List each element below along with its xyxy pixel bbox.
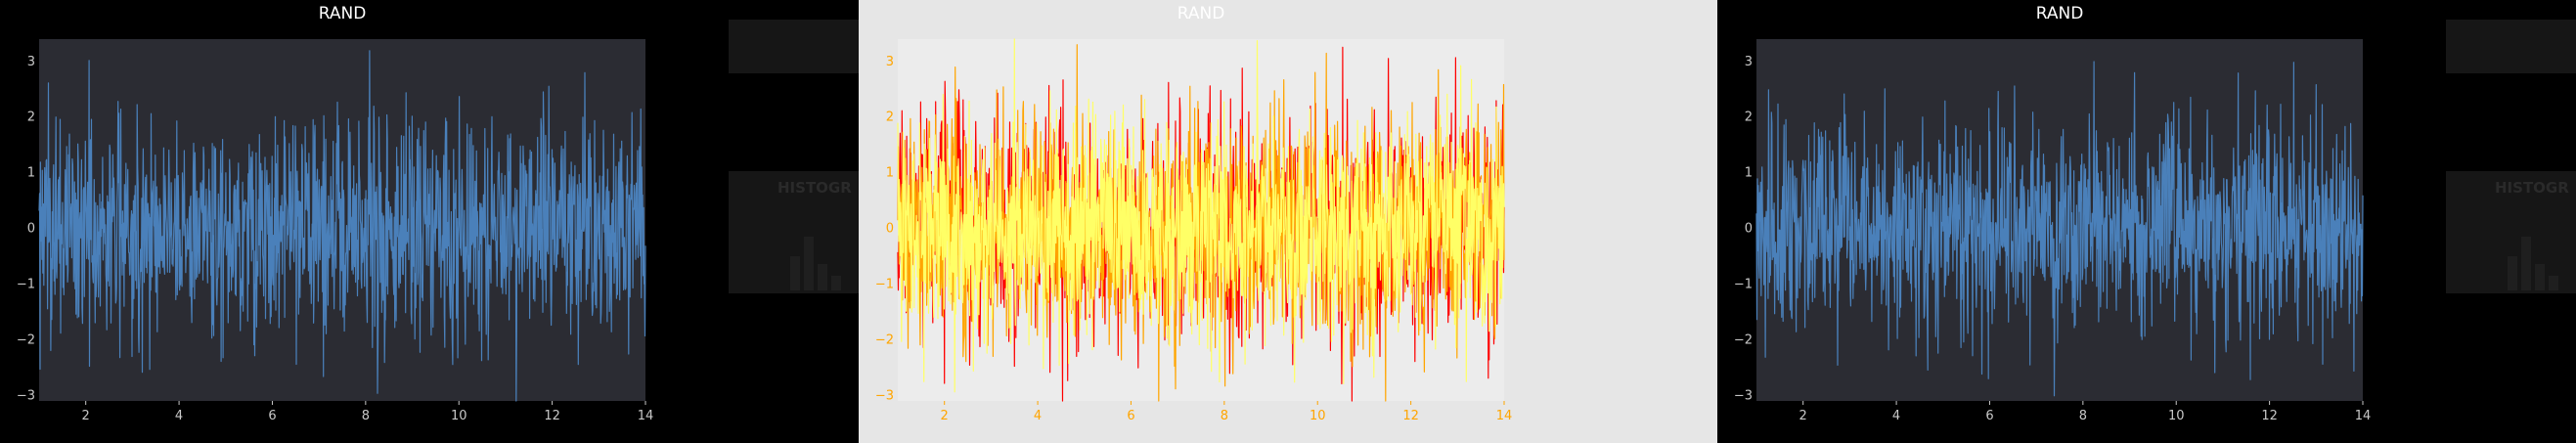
series-group: [1755, 61, 2364, 397]
x-tick-label: 12: [544, 409, 560, 423]
series-line-3: [897, 38, 1505, 393]
series-group: [897, 38, 1505, 402]
ghost-bar: [831, 276, 841, 290]
y-tick-label: 0: [886, 222, 894, 237]
chart-title: RAND: [2036, 4, 2084, 23]
y-tick-label: 2: [1745, 111, 1753, 125]
ghost-tile-top: [729, 20, 859, 73]
y-tick-label: −3: [1734, 388, 1753, 403]
series-group: [38, 50, 646, 402]
x-tick-label: 8: [1221, 409, 1228, 423]
ghost-heading: HISTOGR: [777, 179, 852, 197]
y-tick-label: 0: [1745, 222, 1753, 237]
series-line-1: [1755, 61, 2364, 397]
x-tick-label: 4: [1892, 409, 1900, 423]
x-tick-label: 12: [2261, 409, 2278, 423]
y-tick-label: 2: [27, 111, 35, 125]
chart-panel-left: HISTOGR 2 4 6 8 10 12 14 −3 −2 −1 0 1 2 3 RAND: [0, 0, 859, 443]
x-tick-label: 6: [1985, 409, 1993, 423]
y-tick-label: −2: [875, 332, 894, 347]
x-tick-label: 6: [1127, 409, 1134, 423]
y-tick-label: −3: [875, 388, 894, 403]
y-tick-label: −1: [875, 277, 894, 291]
ghost-bar: [818, 264, 827, 290]
x-tick-label: 2: [1799, 409, 1807, 423]
y-tick-label: 1: [886, 166, 894, 181]
y-tick-label: 2: [886, 111, 894, 125]
x-tick-label: 4: [1034, 409, 1042, 423]
x-tick-label: 14: [638, 409, 654, 423]
ghost-bar: [2549, 276, 2558, 290]
ghost-bar: [2521, 237, 2531, 290]
x-tick-label: 8: [362, 409, 370, 423]
x-tick-label: 8: [2079, 409, 2087, 423]
series-line-1: [38, 50, 646, 402]
x-tick-label: 10: [451, 409, 467, 423]
chart-title: RAND: [319, 4, 367, 23]
y-tick-label: −2: [1734, 332, 1753, 347]
y-tick-label: 1: [27, 166, 35, 181]
x-tick-label: 6: [268, 409, 276, 423]
x-tick-label: 12: [1402, 409, 1419, 423]
x-tick-label: 10: [1310, 409, 1326, 423]
y-tick-label: 3: [27, 55, 35, 69]
y-tick-label: −3: [17, 388, 35, 403]
chart-panel-right: HISTOGR 2 4 6 8 10 12 14 −3 −2 −1 0 1 2 3 RAND: [1717, 0, 2576, 443]
ghost-bar: [2535, 264, 2545, 290]
x-tick-label: 14: [1496, 409, 1513, 423]
y-tick-label: 1: [1745, 166, 1753, 181]
x-tick-label: 4: [175, 409, 183, 423]
ghost-tile-top: [2446, 20, 2576, 73]
ghost-bar: [790, 256, 800, 290]
y-tick-label: 3: [886, 55, 894, 69]
ghost-bar: [804, 237, 814, 290]
chart-title: RAND: [1177, 4, 1225, 23]
x-tick-label: 14: [2355, 409, 2372, 423]
chart-panel-center: 2 4 6 8 10 12 14 −3 −2 −1 0 1 2 3 RAND: [859, 0, 1717, 443]
y-tick-label: 3: [1745, 55, 1753, 69]
ghost-heading: HISTOGR: [2495, 179, 2569, 197]
y-tick-label: 0: [27, 222, 35, 237]
x-tick-label: 10: [2168, 409, 2185, 423]
x-tick-label: 2: [82, 409, 90, 423]
y-tick-label: −2: [17, 332, 35, 347]
y-tick-label: −1: [1734, 277, 1753, 291]
ghost-bar: [2508, 256, 2517, 290]
x-tick-label: 2: [941, 409, 949, 423]
y-tick-label: −1: [17, 277, 35, 291]
